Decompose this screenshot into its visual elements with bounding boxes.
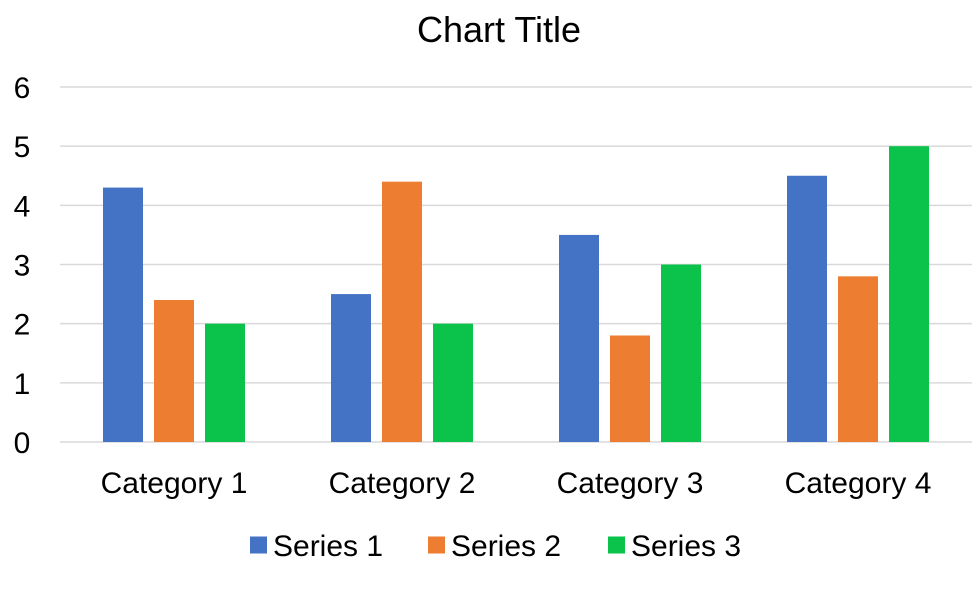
legend-label-series-3: Series 3 [631, 530, 741, 563]
bar-series-2-category-3 [610, 335, 650, 442]
x-tick-label: Category 2 [329, 467, 476, 500]
y-tick-label: 2 [14, 309, 31, 342]
x-tick-label: Category 3 [557, 467, 704, 500]
bar-series-1-category-3 [559, 234, 599, 442]
bars [103, 146, 929, 442]
y-tick-label: 3 [14, 250, 31, 283]
y-tick-label: 6 [14, 72, 31, 105]
gridlines [60, 86, 972, 443]
bar-series-3-category-2 [433, 323, 473, 442]
legend-label-series-1: Series 1 [273, 530, 383, 563]
bar-series-2-category-1 [154, 300, 194, 442]
legend-swatch-series-1 [250, 536, 267, 554]
y-axis-tick-labels: 0 1 2 3 4 5 6 [14, 72, 31, 460]
bar-series-2-category-4 [838, 276, 878, 442]
legend-swatch-series-3 [608, 536, 625, 554]
y-tick-label: 0 [14, 427, 31, 460]
legend: Series 1 Series 2 Series 3 [250, 530, 741, 563]
y-tick-label: 4 [14, 190, 31, 223]
y-tick-label: 1 [14, 368, 31, 401]
bar-series-1-category-4 [787, 175, 827, 442]
x-axis-tick-labels: Category 1 Category 2 Category 3 Category 4 [101, 467, 932, 500]
legend-swatch-series-2 [428, 536, 445, 554]
legend-label-series-2: Series 2 [451, 530, 561, 563]
bar-series-3-category-3 [661, 264, 701, 442]
bar-series-1-category-2 [331, 294, 371, 442]
x-tick-label: Category 4 [785, 467, 932, 500]
bar-series-2-category-2 [382, 181, 422, 442]
bar-series-1-category-1 [103, 187, 143, 442]
bar-series-3-category-1 [205, 323, 245, 442]
bar-series-3-category-4 [889, 146, 929, 442]
x-tick-label: Category 1 [101, 467, 248, 500]
y-tick-label: 5 [14, 131, 31, 164]
chart-title: Chart Title [417, 9, 581, 50]
